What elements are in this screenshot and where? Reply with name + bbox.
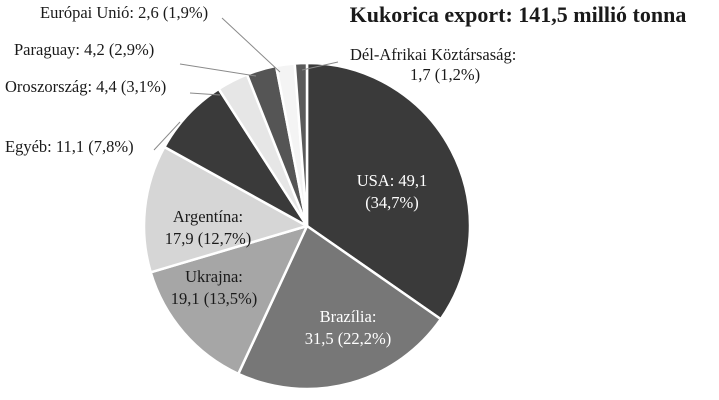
slice-label-9: Dél-Afrikai Köztársaság: 1,7 (1,2%) xyxy=(350,45,516,84)
slice-labels: USA: 49,1 (34,7%) Brazília: 31,5 (22,2%) Ukr… xyxy=(5,3,516,348)
slice-label-5: Egyéb: 11,1 (7,8%) xyxy=(5,137,134,156)
slice-label-line: Paraguay: 4,2 (2,9%) xyxy=(14,40,154,59)
pie-slice-3 xyxy=(149,224,309,376)
leader-line-7 xyxy=(179,63,257,77)
slice-label-line: Argentína: xyxy=(173,207,243,226)
slice-label-7: Paraguay: 4,2 (2,9%) xyxy=(14,40,154,59)
leader-line-8 xyxy=(221,17,281,73)
slice-label-4: Argentína: 17,9 (12,7%) xyxy=(165,207,252,248)
leader-lines xyxy=(153,17,339,151)
slice-label-line: 1,7 (1,2%) xyxy=(410,65,480,84)
slice-label-line: USA: 49,1 xyxy=(357,171,428,190)
pie-slices xyxy=(142,61,472,391)
slice-label-line: Egyéb: 11,1 (7,8%) xyxy=(5,137,134,156)
leader-line-9 xyxy=(301,61,339,71)
slice-label-6: Oroszország: 4,4 (3,1%) xyxy=(5,77,166,96)
leader-line-6 xyxy=(189,92,221,96)
slice-label-8: Európai Unió: 2,6 (1,9%) xyxy=(40,3,208,22)
slice-label-line: Brazília: xyxy=(320,307,377,326)
slice-label-1: USA: 49,1 (34,7%) xyxy=(357,171,428,212)
slice-label-2: Brazília: 31,5 (22,2%) xyxy=(305,307,392,348)
slice-label-line: 31,5 (22,2%) xyxy=(305,329,392,348)
slice-label-line: Európai Unió: 2,6 (1,9%) xyxy=(40,3,208,22)
leader-line-5 xyxy=(153,121,181,151)
slice-label-line: 17,9 (12,7%) xyxy=(165,229,252,248)
pie-slice-9 xyxy=(293,61,309,228)
pie-slice-1 xyxy=(305,61,472,321)
chart-title: Kukorica export: 141,5 millió tonna xyxy=(349,2,687,27)
slice-label-line: Dél-Afrikai Köztársaság: xyxy=(350,45,516,64)
slice-label-3: Ukrajna: 19,1 (13,5%) xyxy=(171,267,258,308)
slice-label-line: Ukrajna: xyxy=(185,267,243,286)
slice-label-line: 19,1 (13,5%) xyxy=(171,289,258,308)
pie-slice-4 xyxy=(142,145,309,274)
slice-label-line: Oroszország: 4,4 (3,1%) xyxy=(5,77,166,96)
slice-label-line: (34,7%) xyxy=(365,193,419,212)
